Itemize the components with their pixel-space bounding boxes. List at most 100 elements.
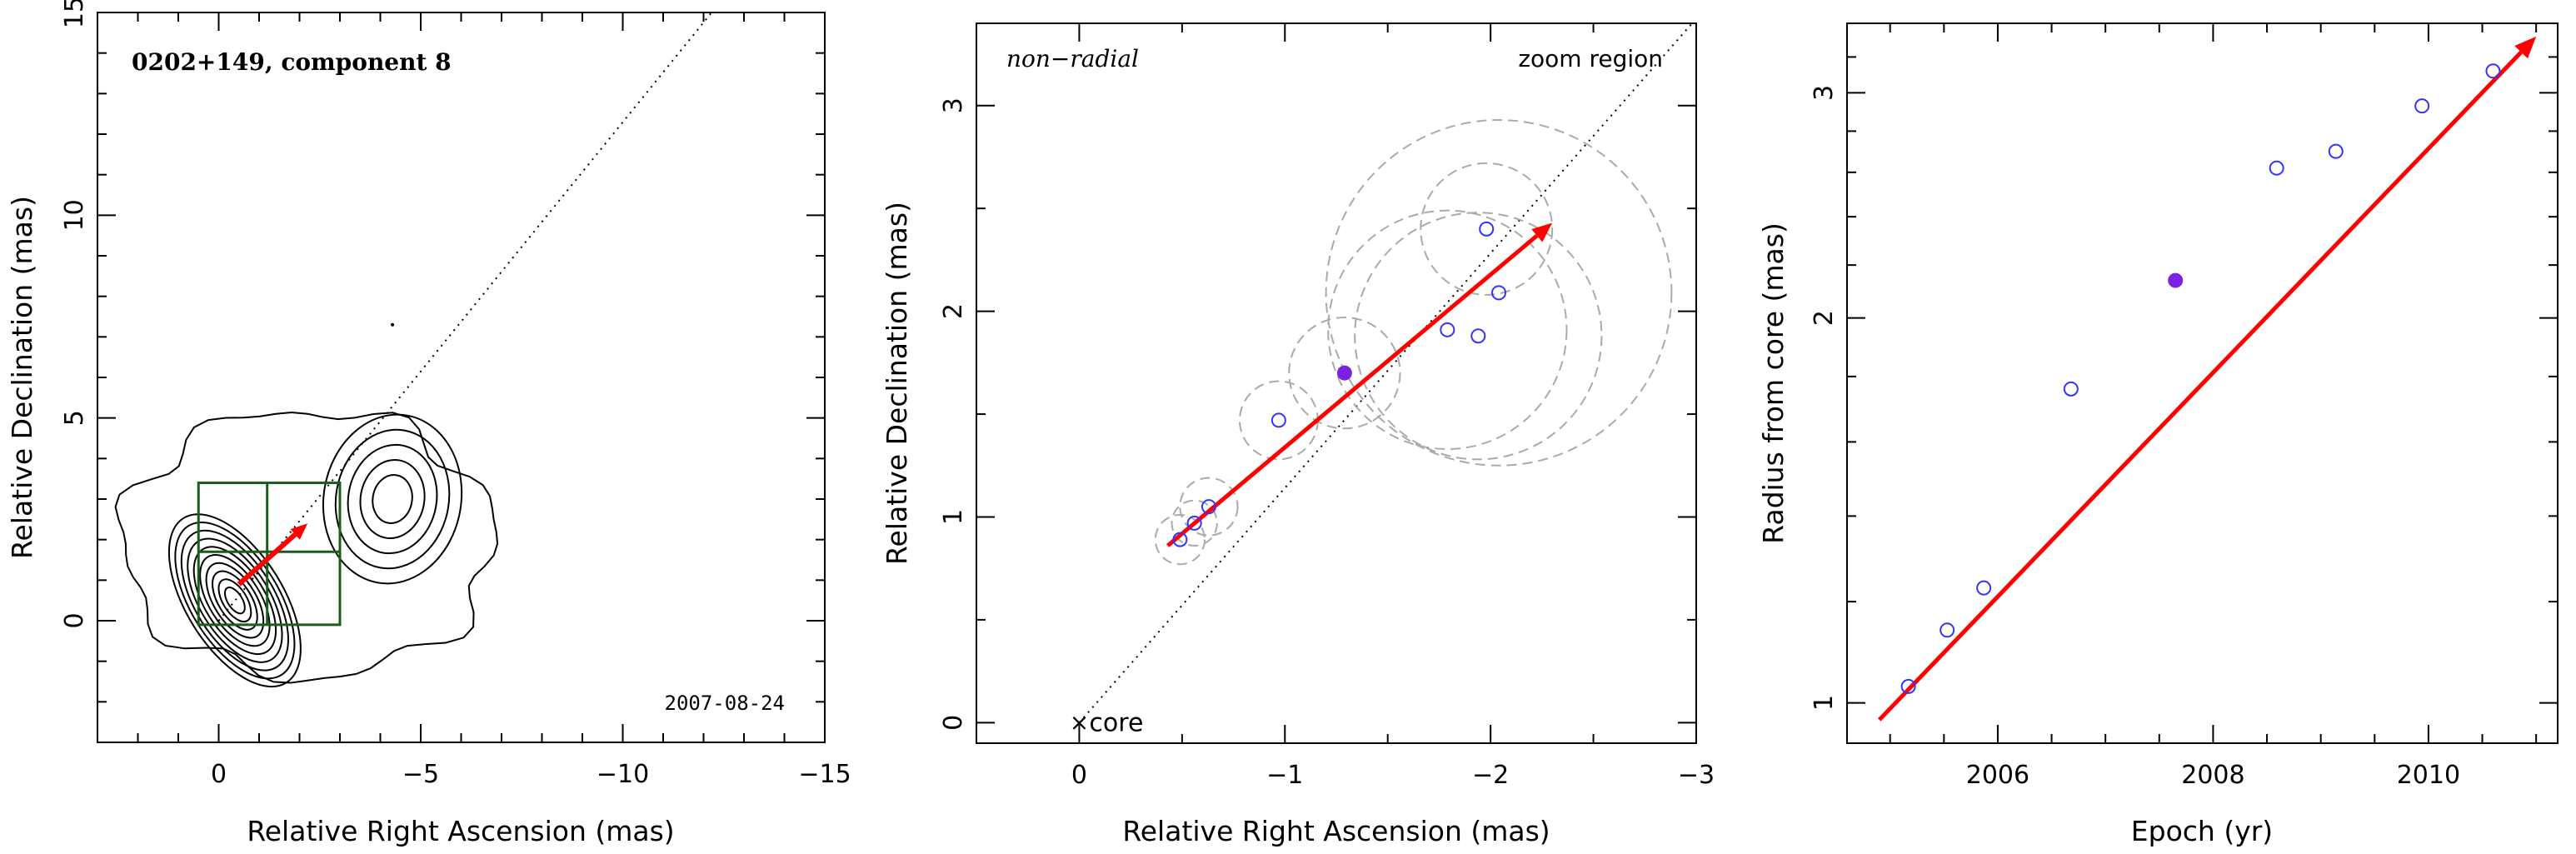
panel-c-fit-shaft bbox=[1877, 50, 2523, 722]
data-point bbox=[1479, 221, 1495, 237]
panel-c-xtick-label: 2006 bbox=[1966, 761, 2029, 790]
panel-b-ticks: 0 −1 −2 −3 0 1 2 3 bbox=[939, 23, 1715, 790]
panel-c-xtick-label: 2008 bbox=[2181, 761, 2244, 790]
contour-core bbox=[199, 554, 271, 647]
panel-contour-map: 0 −5 −10 −15 0 5 10 15 0202+149, component 8 20… bbox=[6, 0, 851, 847]
panel-b-ytick-label: 3 bbox=[939, 97, 968, 113]
panel-b-xtick-label: 0 bbox=[1071, 761, 1087, 790]
panel-b-direction-line bbox=[1078, 23, 1693, 723]
data-point bbox=[1900, 678, 1916, 694]
panel-b-ytick-label: 0 bbox=[939, 715, 968, 731]
panel-c-ytick-label: 1 bbox=[1810, 695, 1839, 711]
panel-a-ticks: 0 −5 −10 −15 0 5 10 15 bbox=[60, 0, 851, 789]
panel-c-fit-line bbox=[1877, 36, 2537, 722]
panel-a-xlabel: Relative Right Ascension (mas) bbox=[247, 815, 674, 847]
panel-zoom-region: × core 0 −1 −2 −3 0 1 2 3 non−radial zoom regio… bbox=[881, 22, 1715, 847]
zoom-box bbox=[197, 482, 342, 627]
panel-a-title: 0202+149, component 8 bbox=[132, 48, 452, 76]
panel-a-ytick-label: 5 bbox=[60, 410, 89, 426]
panel-a-xtick-label: −5 bbox=[402, 760, 439, 789]
panel-a-frame bbox=[97, 12, 826, 743]
contour-core bbox=[167, 513, 302, 688]
error-circle bbox=[1171, 499, 1218, 547]
contour-core bbox=[223, 587, 246, 615]
contour-jet bbox=[372, 474, 413, 524]
panel-b-ytick-label: 2 bbox=[939, 303, 968, 319]
panel-b-corner-note: zoom region bbox=[1518, 45, 1663, 72]
data-point bbox=[1491, 285, 1507, 301]
error-circle bbox=[1325, 119, 1673, 467]
panel-b-ytick-label: 1 bbox=[939, 509, 968, 525]
data-point bbox=[2328, 143, 2344, 159]
panel-c-xlabel: Epoch (yr) bbox=[2131, 815, 2273, 847]
error-circle bbox=[1179, 477, 1239, 537]
contour-jet bbox=[359, 458, 426, 540]
data-point bbox=[1172, 532, 1188, 547]
data-point bbox=[2414, 98, 2430, 114]
data-point bbox=[2485, 63, 2501, 79]
panel-a-arrow-shaft bbox=[237, 532, 297, 587]
data-point bbox=[1470, 328, 1486, 344]
panel-b-error-circles bbox=[1154, 119, 1673, 566]
data-point bbox=[1939, 622, 1955, 638]
contour-outer bbox=[114, 412, 499, 684]
panel-c-points bbox=[1900, 63, 2501, 694]
error-circle bbox=[1288, 317, 1401, 430]
data-point bbox=[2063, 381, 2079, 397]
panel-b-core-label: core bbox=[1089, 708, 1143, 737]
error-circle bbox=[1354, 212, 1603, 461]
panel-a-xtick-label: −15 bbox=[798, 760, 851, 789]
panel-a-ytick-label: 15 bbox=[60, 0, 89, 28]
data-point bbox=[1271, 412, 1286, 428]
data-point-filled bbox=[1336, 365, 1352, 381]
panel-a-contours bbox=[114, 322, 499, 688]
panel-b-label: non−radial bbox=[1006, 45, 1139, 72]
panel-c-ylabel: Radius from core (mas) bbox=[1757, 222, 1790, 544]
contour-jet bbox=[334, 428, 451, 570]
contour-core bbox=[205, 562, 265, 639]
panel-a-ytick-label: 0 bbox=[60, 612, 89, 628]
data-point bbox=[1976, 580, 1992, 596]
contour-jet bbox=[322, 413, 463, 585]
panel-c-xtick-label: 2010 bbox=[2397, 761, 2460, 790]
data-point bbox=[1201, 499, 1216, 515]
panel-b-arrow-head bbox=[1531, 222, 1553, 242]
panel-c-ytick-label: 3 bbox=[1810, 85, 1839, 101]
panel-b-xtick-label: −2 bbox=[1472, 761, 1509, 790]
error-circle bbox=[1327, 209, 1568, 450]
panel-b-frame bbox=[976, 22, 1697, 744]
contour-jet bbox=[347, 443, 438, 555]
contour-core bbox=[192, 546, 277, 656]
panel-a-motion-arrow bbox=[237, 523, 308, 587]
panel-c-ytick-label: 2 bbox=[1810, 310, 1839, 326]
panel-c-ticks: 2006 2008 2010 1 2 3 bbox=[1810, 23, 2558, 790]
core-cross-icon: × bbox=[1070, 708, 1089, 736]
panel-b-xtick-label: −1 bbox=[1266, 761, 1303, 790]
panel-b-xtick-label: −3 bbox=[1678, 761, 1715, 790]
error-circle bbox=[1420, 162, 1554, 296]
panel-a-zoom-box bbox=[197, 482, 342, 627]
panel-a-ytick-label: 10 bbox=[60, 199, 89, 231]
data-point bbox=[1186, 515, 1202, 531]
error-circle bbox=[1154, 513, 1206, 566]
data-point-filled bbox=[2168, 272, 2184, 288]
data-point bbox=[2269, 160, 2284, 176]
data-point bbox=[1440, 322, 1455, 337]
panel-radius-epoch: 2006 2008 2010 1 2 3 Epoch (yr) Radius from c… bbox=[1757, 22, 2559, 847]
panel-b-core-marker: × core bbox=[1070, 708, 1144, 737]
panel-a-xtick-label: −10 bbox=[597, 760, 649, 789]
panel-a-xtick-label: 0 bbox=[211, 760, 227, 789]
contour-core bbox=[212, 570, 258, 631]
panel-a-date: 2007-08-24 bbox=[665, 692, 786, 715]
panel-b-xlabel: Relative Right Ascension (mas) bbox=[1122, 815, 1550, 847]
error-circle bbox=[1238, 380, 1319, 461]
panel-a-arrow-head bbox=[290, 523, 308, 540]
panel-a-ylabel: Relative Declination (mas) bbox=[6, 196, 38, 559]
panel-c-fit-head bbox=[2514, 36, 2537, 59]
panel-b-ylabel: Relative Declination (mas) bbox=[881, 202, 913, 565]
panel-b-points bbox=[1172, 221, 1507, 547]
contour-speck bbox=[391, 322, 395, 327]
panel-b-arrow-shaft bbox=[1166, 233, 1539, 547]
panel-b-motion-arrow bbox=[1166, 222, 1553, 547]
